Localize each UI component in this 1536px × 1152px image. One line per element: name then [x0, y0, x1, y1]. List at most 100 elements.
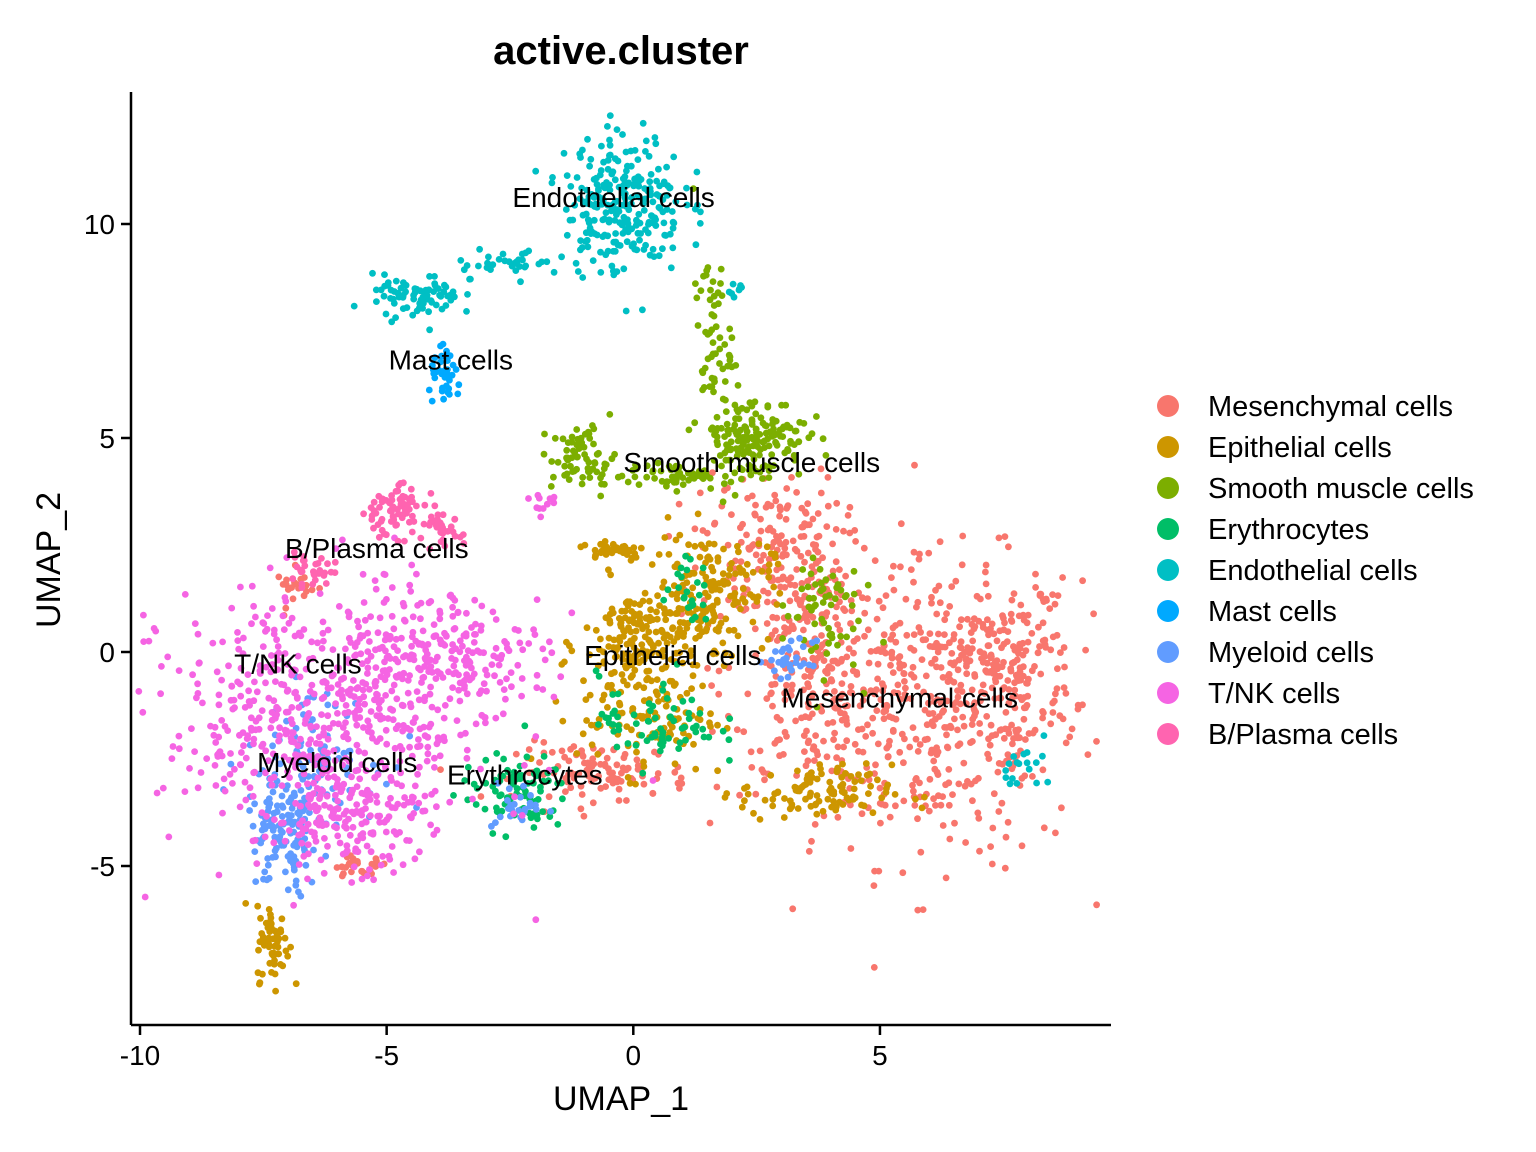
cell-point [828, 790, 835, 797]
cell-point [855, 771, 862, 779]
cell-point [954, 666, 962, 674]
cell-point [1060, 684, 1068, 691]
cell-point [284, 853, 292, 860]
cell-point [601, 231, 609, 239]
cell-point [576, 150, 584, 158]
cell-point [256, 667, 264, 675]
cell-point [362, 680, 370, 688]
cell-point [685, 709, 693, 717]
cell-point [324, 712, 332, 720]
cell-point [725, 288, 733, 296]
cell-point [623, 238, 631, 246]
cell-point [696, 220, 704, 227]
cell-point [823, 523, 831, 530]
cell-point [890, 586, 898, 594]
cell-point [228, 683, 236, 690]
cell-point [331, 757, 339, 765]
cell-point [262, 936, 270, 944]
cell-point [804, 739, 812, 747]
cell-point [262, 919, 270, 927]
cell-point [322, 852, 330, 860]
cell-point [252, 613, 259, 621]
cell-point [511, 793, 518, 801]
cell-point [775, 658, 783, 666]
cell-point [694, 322, 702, 329]
cell-point [635, 210, 643, 218]
cell-point [727, 445, 735, 453]
cell-point [606, 141, 614, 149]
cell-point [841, 702, 849, 710]
cell-point [393, 695, 401, 703]
cell-point [409, 311, 417, 319]
cell-point [434, 511, 442, 519]
cell-point [212, 782, 220, 789]
cell-point [710, 388, 717, 396]
cell-point [933, 610, 941, 618]
cell-point [360, 510, 367, 518]
cell-point [339, 695, 346, 703]
cell-point [294, 652, 302, 660]
cell-point [683, 689, 691, 697]
cell-point [822, 452, 830, 459]
cell-point [902, 684, 909, 692]
cell-point [983, 713, 991, 720]
cell-point [305, 850, 312, 858]
cell-point [906, 743, 914, 751]
cell-point [449, 612, 457, 620]
cell-point [402, 282, 409, 289]
cell-point [459, 642, 466, 650]
cell-point [309, 580, 317, 588]
cell-point [703, 267, 711, 274]
cell-point [1023, 619, 1031, 627]
cell-point [451, 625, 459, 632]
cluster-points-4 [350, 112, 1052, 788]
cell-point [672, 478, 680, 486]
cell-point [961, 782, 969, 790]
cell-point [801, 748, 808, 755]
cell-point [921, 706, 929, 714]
cell-point [282, 868, 289, 876]
cell-point [1009, 775, 1016, 782]
cell-point [956, 623, 963, 631]
cell-point [952, 577, 960, 585]
cell-point [1004, 677, 1012, 684]
cell-point [252, 717, 260, 725]
cell-point [591, 546, 599, 554]
cell-point [242, 796, 250, 804]
cell-point [586, 162, 593, 170]
cell-point [325, 724, 333, 732]
cell-point [1084, 751, 1092, 758]
cell-point [380, 530, 388, 538]
cell-point [603, 543, 611, 551]
cell-point [817, 579, 825, 587]
cell-point [985, 735, 992, 743]
cell-point [270, 839, 278, 847]
cell-point [1001, 533, 1009, 540]
cell-point [932, 586, 939, 594]
cell-point [791, 783, 799, 791]
cell-point [708, 682, 715, 689]
cluster-label: Mesenchymal cells [781, 683, 1018, 714]
cell-point [545, 793, 553, 801]
cell-point [560, 149, 568, 157]
cell-point [430, 621, 438, 628]
cell-point [723, 420, 731, 428]
cell-point [271, 847, 279, 855]
cell-point [1093, 901, 1100, 909]
cell-point [777, 675, 785, 683]
cell-point [611, 247, 619, 255]
cell-point [706, 819, 714, 827]
cell-point [833, 603, 840, 611]
cell-point [725, 351, 733, 359]
cell-point [700, 384, 708, 391]
cell-point [408, 528, 416, 536]
cell-point [441, 527, 448, 535]
cell-point [660, 219, 668, 227]
cell-point [169, 743, 177, 750]
cell-point [335, 720, 342, 728]
cell-point [425, 386, 433, 394]
cell-point [728, 334, 736, 342]
cell-point [226, 770, 234, 778]
cell-point [951, 819, 958, 827]
cell-point [817, 489, 825, 497]
